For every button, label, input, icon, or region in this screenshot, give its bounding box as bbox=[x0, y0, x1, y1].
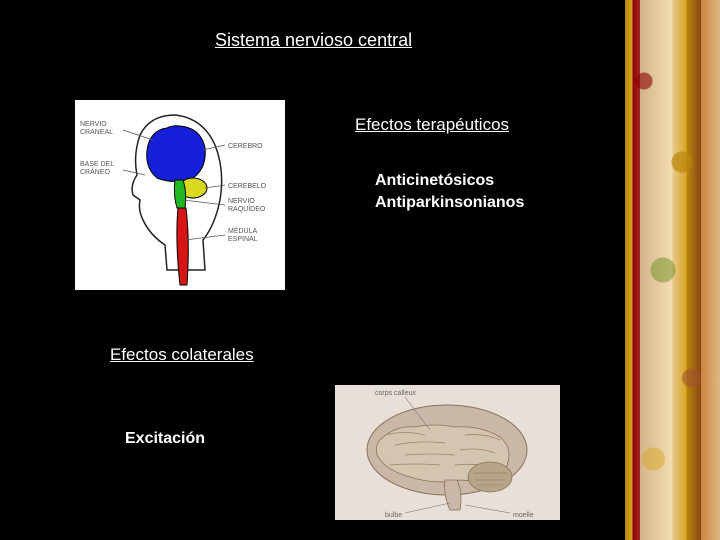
diagram-label: CRANEAL bbox=[80, 129, 113, 136]
decorative-pattern-band bbox=[625, 0, 720, 540]
slide-title: Sistema nervioso central bbox=[215, 30, 412, 51]
brain-label: moelle bbox=[513, 512, 534, 519]
diagram-label: RAQUÍDEO bbox=[228, 204, 266, 213]
diagram-label: CEREBELO bbox=[228, 183, 267, 190]
side-effect-item: Excitación bbox=[125, 430, 205, 448]
diagram-label: CRÁNEO bbox=[80, 167, 111, 176]
cerebrum-region bbox=[147, 126, 206, 182]
diagram-label: ESPINAL bbox=[228, 236, 258, 243]
brainstem-region bbox=[174, 180, 185, 208]
diagram-label: BASE DEL bbox=[80, 161, 114, 168]
diagram-label: NERVIO bbox=[80, 121, 107, 128]
brain-label: bulbe bbox=[385, 512, 402, 519]
spinal-cord-region bbox=[177, 208, 188, 285]
therapeutic-item: Antiparkinsonianos bbox=[375, 192, 524, 214]
brain-sagittal-diagram: corps calleux bulbe moelle bbox=[335, 385, 560, 520]
head-anatomy-diagram: NERVIO CRANEAL BASE DEL CRÁNEO CEREBRO C… bbox=[75, 100, 285, 290]
therapeutic-item: Anticinetósicos bbox=[375, 170, 524, 192]
diagram-label: MÉDULA bbox=[228, 226, 258, 235]
diagram-label: CEREBRO bbox=[228, 143, 263, 150]
brain-label: corps calleux bbox=[375, 390, 416, 397]
side-effects-heading: Efectos colaterales bbox=[110, 345, 254, 365]
brainstem-shape bbox=[445, 480, 461, 510]
diagram-label: NERVIO bbox=[228, 198, 255, 205]
cerebellum-shape bbox=[468, 462, 512, 492]
therapeutic-effects-list: Anticinetósicos Antiparkinsonianos bbox=[375, 170, 524, 213]
therapeutic-effects-heading: Efectos terapéuticos bbox=[355, 115, 509, 135]
